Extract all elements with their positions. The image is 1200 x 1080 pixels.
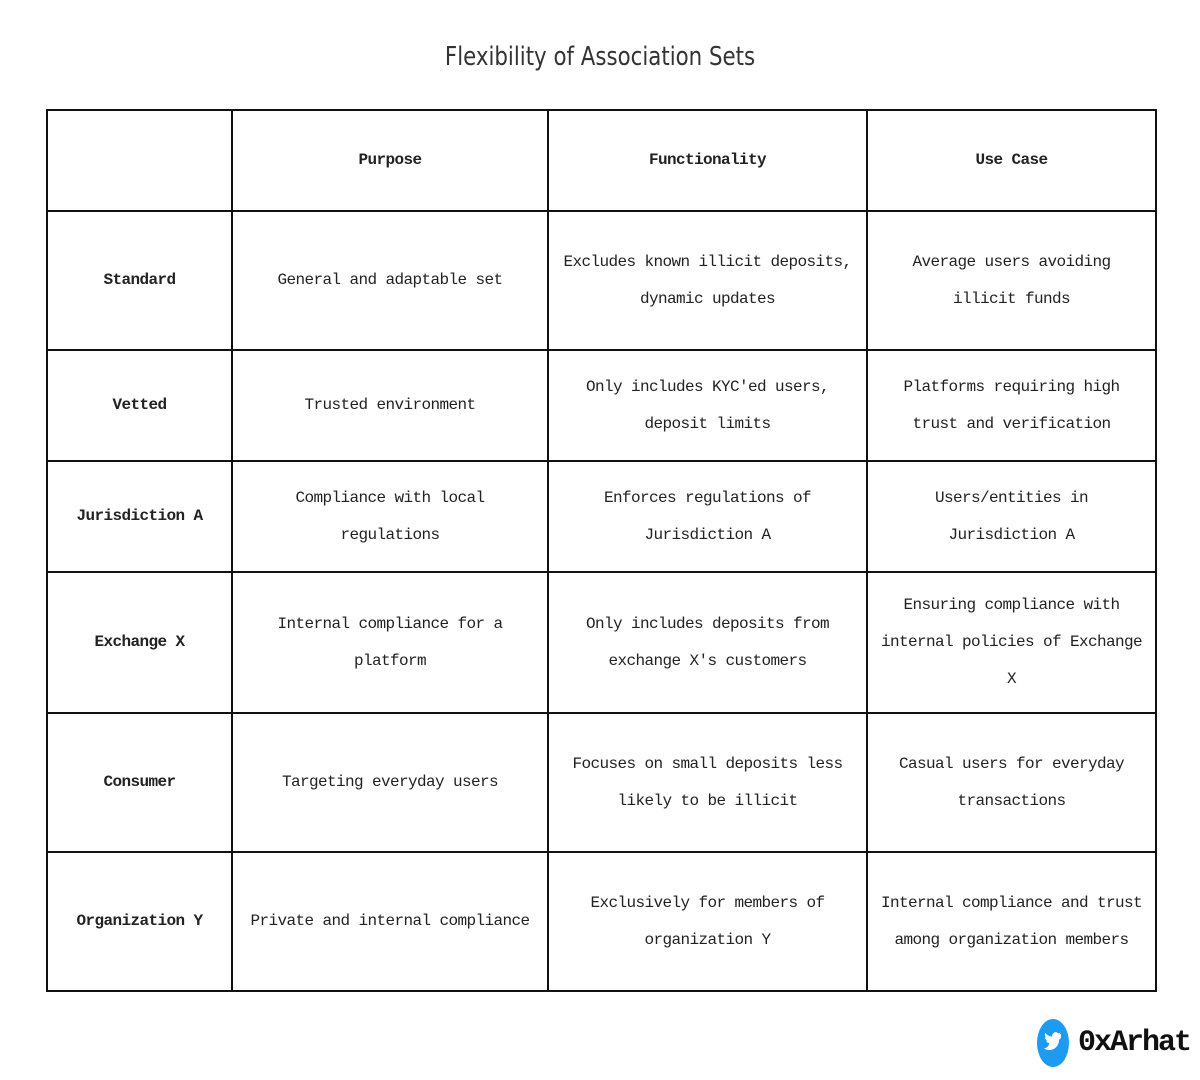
row-header: Standard <box>46 210 233 351</box>
table-cell: Only includes deposits from exchange X's… <box>547 571 868 714</box>
table-body: Standard General and adaptable set Exclude… <box>46 210 1157 992</box>
handle: 0xArhat <box>1078 1026 1192 1060</box>
table-cell: Average users avoiding illicit funds <box>866 210 1157 351</box>
table-cell: Targeting everyday users <box>231 712 549 853</box>
row-header: Jurisdiction A <box>46 460 233 573</box>
row-header: Exchange X <box>46 571 233 714</box>
table-cell: Exclusively for members of organization … <box>547 851 868 992</box>
row-header: Vetted <box>46 349 233 462</box>
table-cell: Focuses on small deposits less likely to… <box>547 712 868 853</box>
row-header: Organization Y <box>46 851 233 992</box>
table-cell: Internal compliance and trust among orga… <box>866 851 1157 992</box>
table-cell: Platforms requiring high trust and verif… <box>866 349 1157 462</box>
title: Flexibility of Association Sets <box>444 42 756 72</box>
table-cell: Users/entities in Jurisdiction A <box>866 460 1157 573</box>
twitter-icon <box>1037 1019 1069 1067</box>
table-row: Standard General and adaptable set Exclude… <box>46 210 1157 351</box>
column-header: Functionality <box>547 109 868 212</box>
row-header: Consumer <box>46 712 233 853</box>
table-row: Jurisdiction A Compliance with local regu… <box>46 460 1157 573</box>
table-cell: Excludes known illicit deposits, dynamic… <box>547 210 868 351</box>
corner-cell <box>46 109 233 212</box>
table-row: Exchange X Internal compliance for a plat… <box>46 571 1157 714</box>
footer: 0xArhat <box>1036 1016 1192 1070</box>
header-row: Purpose Functionality Use Case <box>46 109 1157 212</box>
column-header: Use Case <box>866 109 1157 212</box>
table-cell: Only includes KYC'ed users, deposit limi… <box>547 349 868 462</box>
table-row: Organization Y Private and internal compl… <box>46 851 1157 992</box>
table: Purpose Functionality Use Case Standard Gen… <box>46 109 1157 992</box>
table-cell: Private and internal compliance <box>231 851 549 992</box>
table-cell: Compliance with local regulations <box>231 460 549 573</box>
table-cell: General and adaptable set <box>231 210 549 351</box>
table-row: Vetted Trusted environment Only includes K… <box>46 349 1157 462</box>
table-cell: Internal compliance for a platform <box>231 571 549 714</box>
table-cell: Trusted environment <box>231 349 549 462</box>
table-cell: Casual users for everyday transactions <box>866 712 1157 853</box>
table-row: Consumer Targeting everyday users Focuses … <box>46 712 1157 853</box>
column-header: Purpose <box>231 109 549 212</box>
table-cell: Ensuring compliance with internal polici… <box>866 571 1157 714</box>
table-cell: Enforces regulations of Jurisdiction A <box>547 460 868 573</box>
